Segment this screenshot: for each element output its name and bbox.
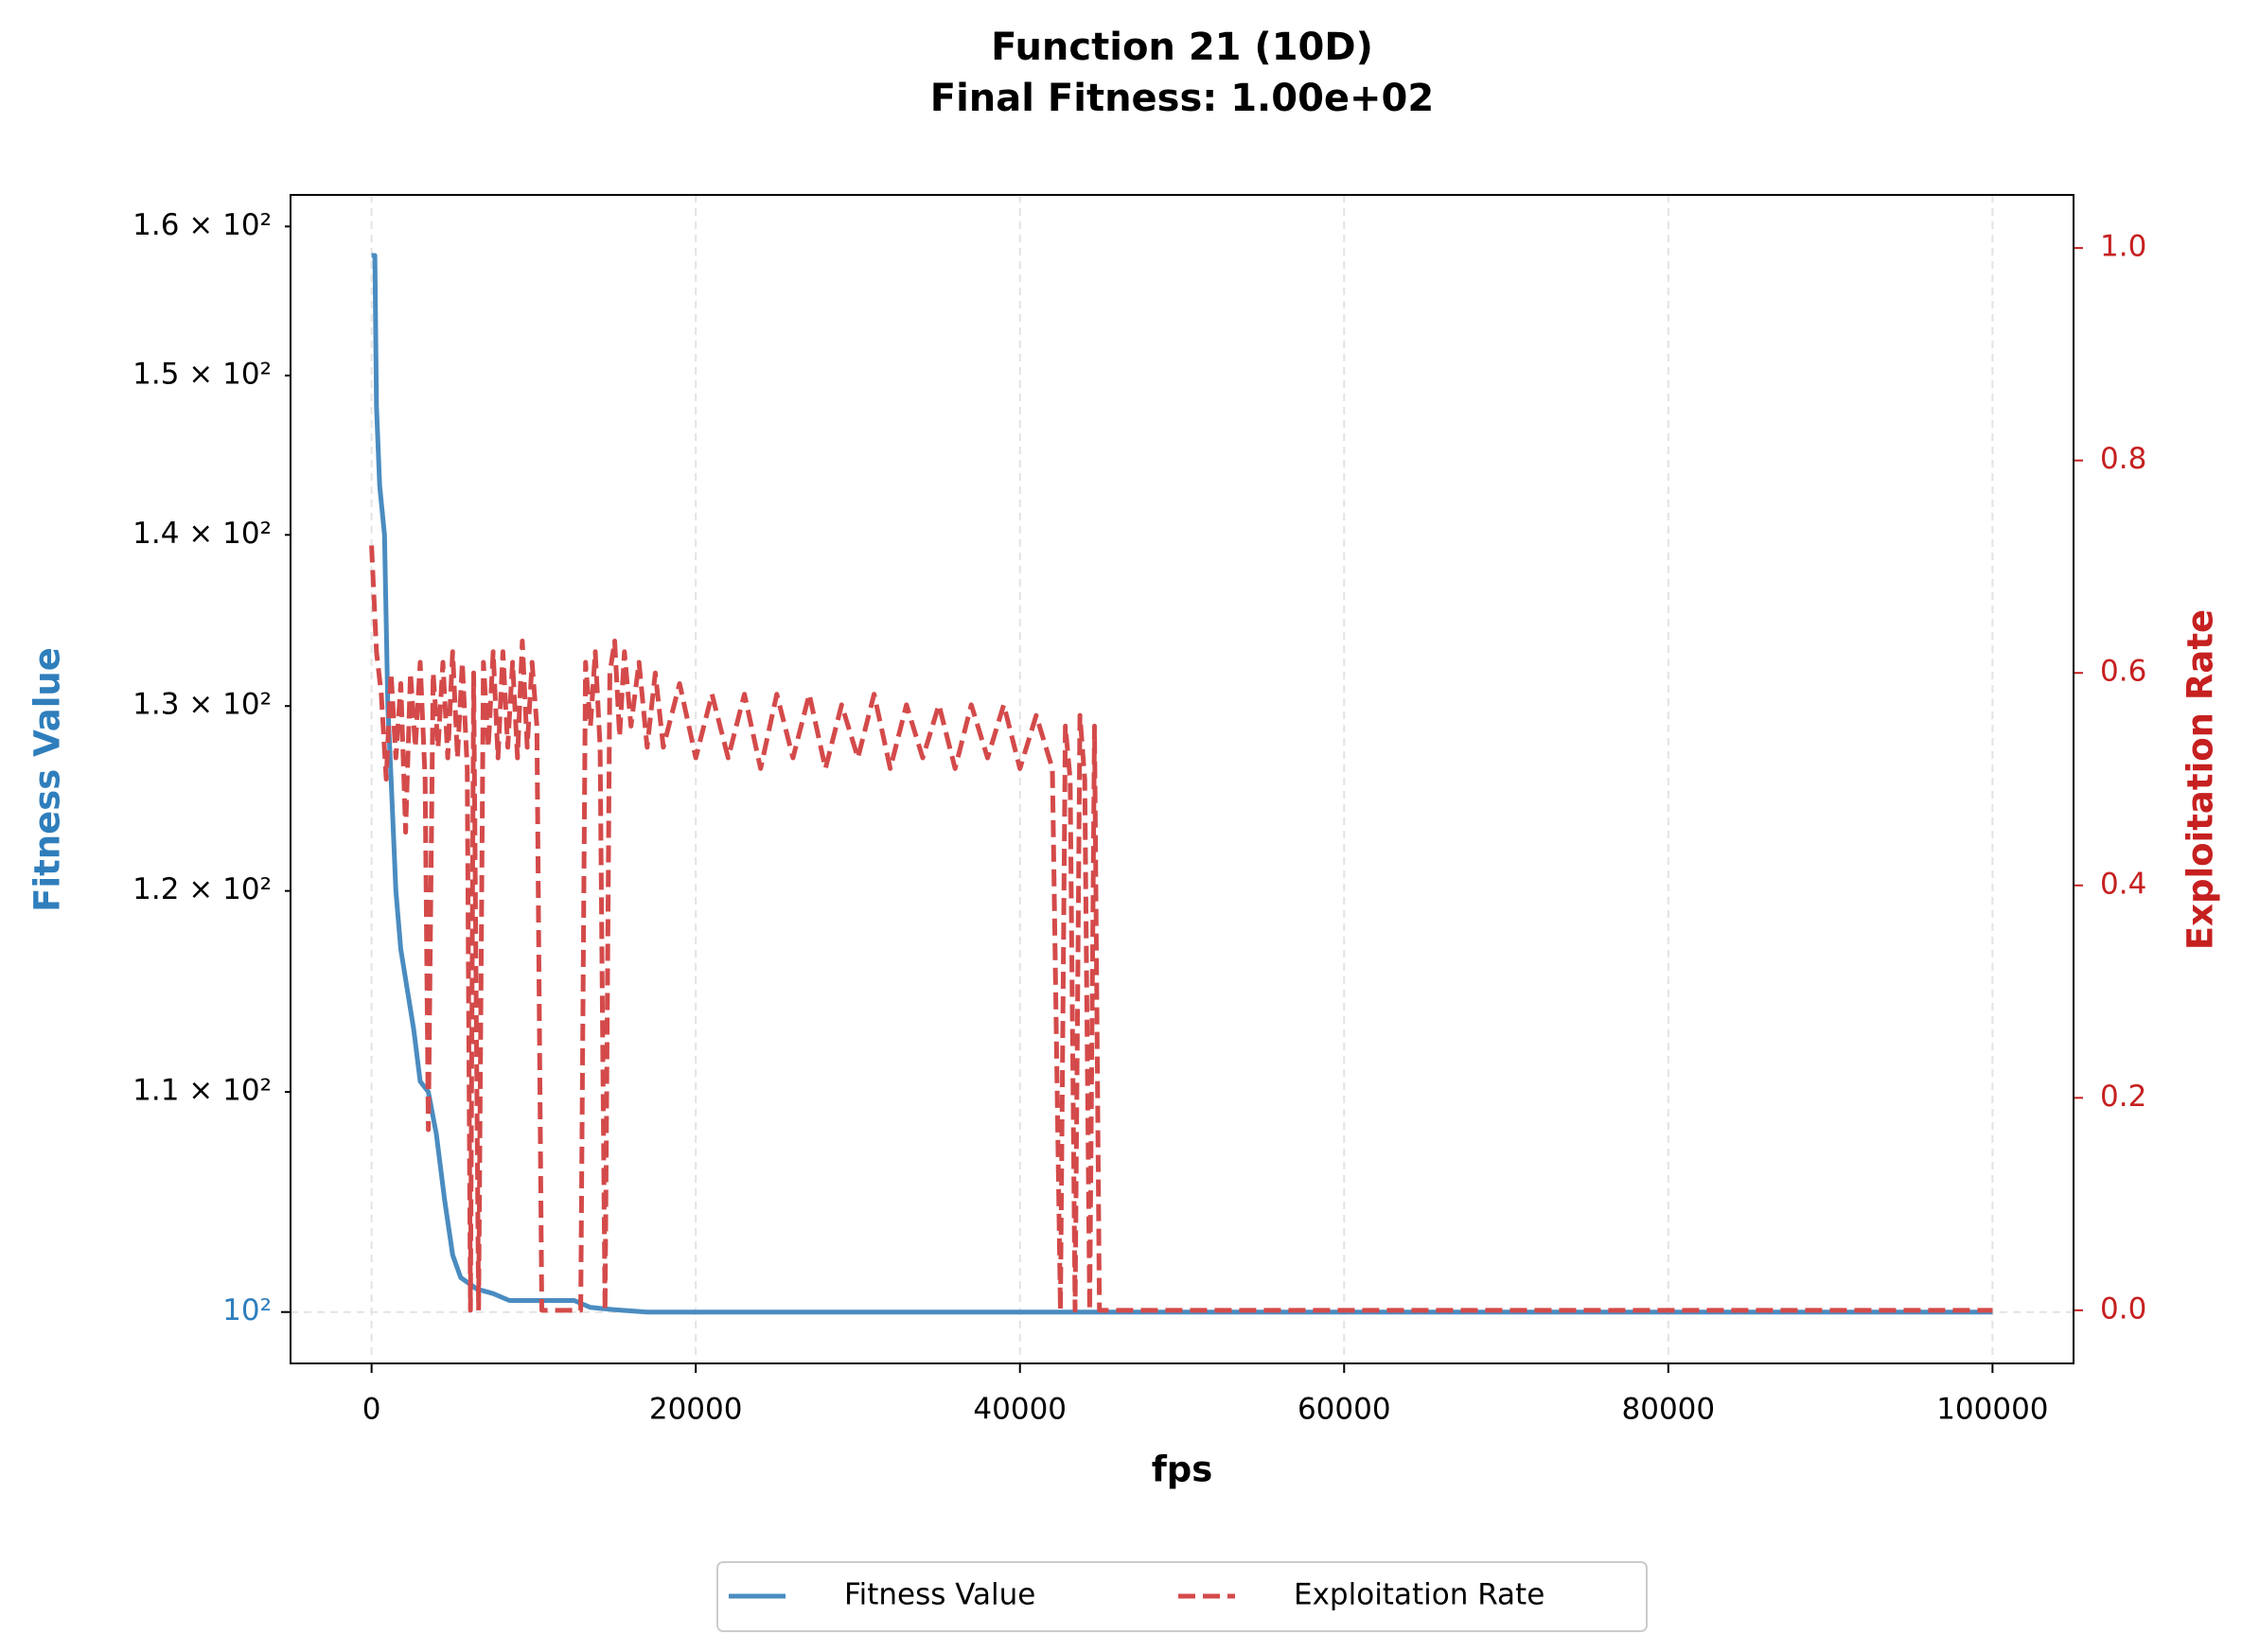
x-tick-label: 40000 xyxy=(973,1393,1067,1427)
y2-tick-label: 0.8 xyxy=(2100,442,2146,476)
y-tick-label: 1.2 × 10² xyxy=(132,872,272,906)
y-tick-label: 1.1 × 10² xyxy=(132,1074,272,1108)
y-tick-label: 10² xyxy=(222,1293,272,1327)
y-tick-label: 1.4 × 10² xyxy=(132,517,272,551)
chart-title: Function 21 (10D) xyxy=(991,26,1373,69)
y2-tick-label: 0.4 xyxy=(2100,867,2146,901)
legend-label: Fitness Value xyxy=(844,1578,1035,1612)
series-line xyxy=(369,545,1993,1313)
series-line xyxy=(371,253,1993,1315)
chart-subtitle: Final Fitness: 1.00e+02 xyxy=(930,77,1434,120)
x-axis-label: fps xyxy=(1152,1450,1213,1490)
y2-tick-label: 0.0 xyxy=(2100,1292,2146,1326)
x-tick-label: 0 xyxy=(362,1393,381,1427)
y2-tick-label: 1.0 xyxy=(2100,230,2146,264)
x-tick-label: 60000 xyxy=(1298,1393,1391,1427)
y2-tick-label: 0.6 xyxy=(2100,655,2146,689)
x-tick-label: 100000 xyxy=(1936,1393,2048,1427)
y2-tick-label: 0.2 xyxy=(2100,1080,2146,1114)
y-axis-label: Fitness Value xyxy=(27,647,68,912)
y-tick-label: 1.3 × 10² xyxy=(132,688,272,722)
y-tick-label: 1.5 × 10² xyxy=(132,357,272,391)
x-tick-label: 20000 xyxy=(649,1393,743,1427)
legend: Fitness Value Exploitation Rate xyxy=(716,1561,1648,1632)
plot-frame xyxy=(290,194,2074,1364)
x-tick-label: 80000 xyxy=(1622,1393,1716,1427)
legend-label: Exploitation Rate xyxy=(1294,1578,1545,1612)
y2-axis-label: Exploitation Rate xyxy=(2180,609,2221,950)
y-tick-label: 1.6 × 10² xyxy=(132,208,272,242)
